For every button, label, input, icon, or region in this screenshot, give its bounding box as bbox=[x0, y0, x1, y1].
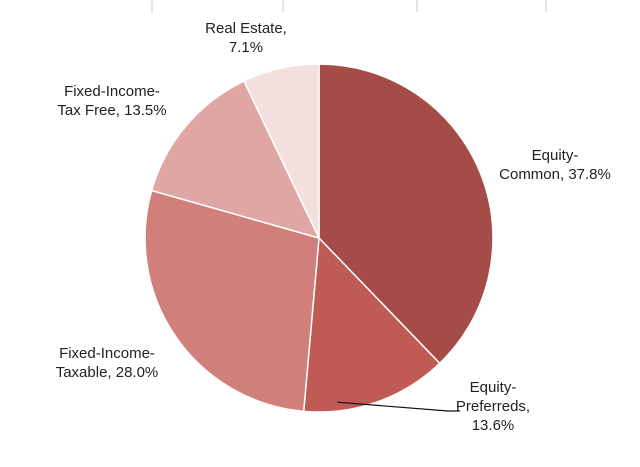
slice-label-equity-common: Equity-Common, 37.8% bbox=[499, 147, 611, 183]
pie-slice-equity-common bbox=[318, 63, 494, 365]
leader-lines bbox=[337, 401, 460, 412]
pie-slices bbox=[144, 63, 494, 413]
slice-label-real-estate: Real Estate, 7.1% bbox=[205, 20, 287, 56]
pie-slice-fixed-income-tax-free bbox=[150, 80, 321, 240]
leader-line-equity-preferreds bbox=[337, 401, 460, 412]
slice-label-equity-preferreds: Equity-Preferreds, 13.6% bbox=[456, 379, 530, 434]
slice-label-fixed-income-taxable: Fixed-Income-Taxable, 28.0% bbox=[56, 345, 159, 381]
pie-slice-real-estate bbox=[242, 63, 320, 239]
slice-label-fixed-income-tax-free: Fixed-Income-Tax Free, 13.5% bbox=[57, 83, 166, 119]
top-axis-ticks bbox=[151, 0, 547, 12]
slice-labels: Equity-Common, 37.8% Equity-Preferreds, 13… bbox=[56, 20, 611, 434]
pie-slice-equity-preferreds bbox=[302, 236, 441, 413]
pie-slice-fixed-income-taxable bbox=[144, 189, 320, 413]
